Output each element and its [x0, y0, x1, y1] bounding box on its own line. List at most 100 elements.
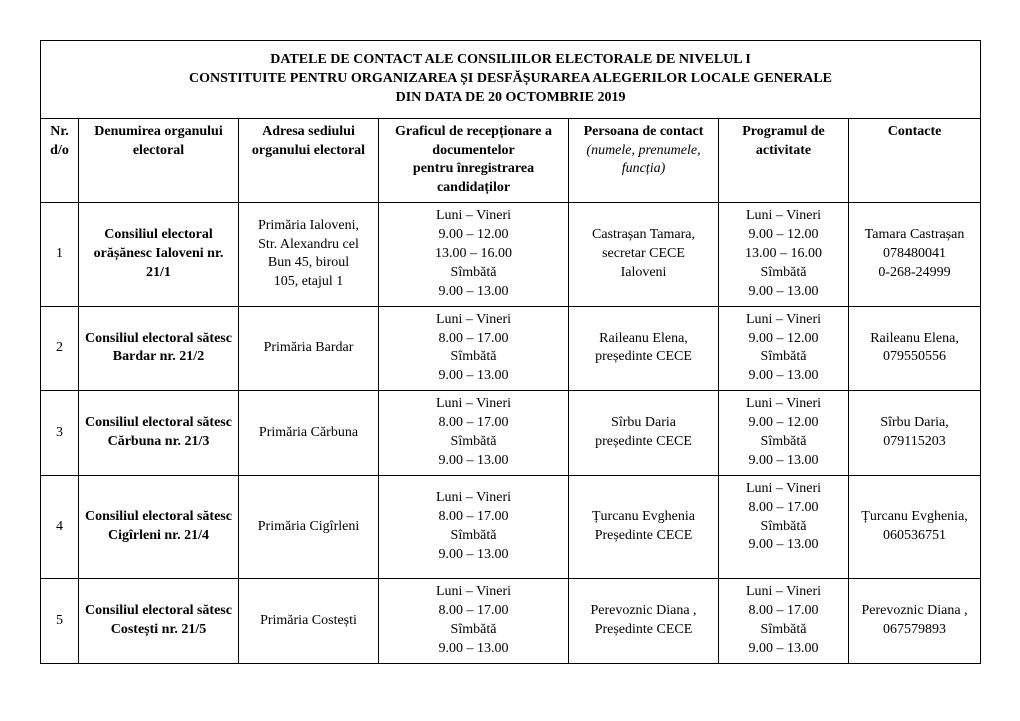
cell-line: 9.00 – 13.00 [725, 283, 842, 302]
cell-line: Președinte CECE [575, 527, 712, 546]
cell-line: Sîmbătă [385, 527, 562, 546]
cell-denumirea: Consiliul electoral sătesc Costești nr. … [79, 579, 239, 664]
cell-adresa: Primăria Bardar [239, 306, 379, 391]
col-persoana-header-l2: (numele, prenumele, funcția) [575, 142, 712, 180]
table-row: 2Consiliul electoral sătesc Bardar nr. 2… [41, 306, 981, 391]
cell-program: Luni – Vineri8.00 – 17.00Sîmbătă9.00 – 1… [719, 579, 849, 664]
cell-line: Luni – Vineri [385, 311, 562, 330]
cell-line: Perevoznic Diana , [575, 602, 712, 621]
cell-adresa: Primăria Ialoveni,Str. Alexandru celBun … [239, 203, 379, 306]
cell-line: 9.00 – 13.00 [385, 367, 562, 386]
cell-contacte: Raileanu Elena,079550556 [849, 306, 981, 391]
cell-line: 8.00 – 17.00 [385, 508, 562, 527]
cell-line: 9.00 – 13.00 [725, 640, 842, 659]
cell-line: 9.00 – 13.00 [725, 367, 842, 386]
cell-denumirea: Consiliul electoral sătesc Cigîrleni nr.… [79, 475, 239, 578]
cell-line: 105, etajul 1 [245, 273, 372, 292]
col-denumirea-header: Denumirea organului electoral [79, 118, 239, 203]
table-row: 1Consiliul electoral orășănesc Ialoveni … [41, 203, 981, 306]
cell-line: Primăria Bardar [245, 339, 372, 358]
cell-line: Luni – Vineri [725, 480, 842, 499]
cell-grafic: Luni – Vineri8.00 – 17.00Sîmbătă9.00 – 1… [379, 306, 569, 391]
col-grafic-header-l1: Graficul de recepționare a documentelor [395, 124, 552, 158]
cell-line: 9.00 – 13.00 [385, 452, 562, 471]
cell-line: Sîmbătă [385, 433, 562, 452]
cell-line: 13.00 – 16.00 [725, 245, 842, 264]
cell-line: Luni – Vineri [385, 583, 562, 602]
cell-line: 9.00 – 13.00 [725, 452, 842, 471]
cell-line: 9.00 – 12.00 [725, 414, 842, 433]
electoral-contact-table: DATELE DE CONTACT ALE CONSILIILOR ELECTO… [40, 40, 981, 664]
cell-line: Raileanu Elena, [855, 330, 974, 349]
col-grafic-header: Graficul de recepționare a documentelor … [379, 118, 569, 203]
cell-line: 9.00 – 13.00 [725, 536, 842, 555]
col-persoana-header-l1: Persoana de contact [584, 124, 704, 139]
cell-line: secretar CECE [575, 245, 712, 264]
cell-nr: 2 [41, 306, 79, 391]
cell-line: Sîmbătă [725, 621, 842, 640]
cell-persoana: Perevoznic Diana ,Președinte CECE [569, 579, 719, 664]
cell-line: Luni – Vineri [725, 583, 842, 602]
cell-line: Sîmbătă [385, 264, 562, 283]
cell-persoana: Sîrbu Dariapreședinte CECE [569, 391, 719, 476]
cell-line [725, 555, 842, 574]
cell-line: Luni – Vineri [385, 489, 562, 508]
cell-line: 8.00 – 17.00 [385, 330, 562, 349]
col-persoana-header: Persoana de contact (numele, prenumele, … [569, 118, 719, 203]
cell-line: 060536751 [855, 527, 974, 546]
cell-line: Sîmbătă [385, 621, 562, 640]
cell-line: 8.00 – 17.00 [385, 602, 562, 621]
cell-line: Sîmbătă [725, 518, 842, 537]
cell-line: 9.00 – 13.00 [385, 283, 562, 302]
cell-line: Luni – Vineri [725, 395, 842, 414]
cell-nr: 4 [41, 475, 79, 578]
cell-grafic: Luni – Vineri8.00 – 17.00Sîmbătă9.00 – 1… [379, 579, 569, 664]
cell-line: Primăria Costești [245, 612, 372, 631]
cell-line: președinte CECE [575, 348, 712, 367]
cell-persoana: Raileanu Elena,președinte CECE [569, 306, 719, 391]
cell-line: 9.00 – 13.00 [385, 546, 562, 565]
cell-nr: 1 [41, 203, 79, 306]
cell-line: Luni – Vineri [385, 207, 562, 226]
cell-line: 9.00 – 12.00 [385, 226, 562, 245]
cell-grafic: Luni – Vineri9.00 – 12.0013.00 – 16.00Sî… [379, 203, 569, 306]
cell-line: 8.00 – 17.00 [725, 602, 842, 621]
cell-line: Primăria Ialoveni, [245, 217, 372, 236]
title-line: DATELE DE CONTACT ALE CONSILIILOR ELECTO… [270, 52, 751, 67]
cell-line: Luni – Vineri [385, 395, 562, 414]
title-line: DIN DATA DE 20 OCTOMBRIE 2019 [396, 90, 626, 105]
cell-line: 8.00 – 17.00 [725, 499, 842, 518]
cell-contacte: Țurcanu Evghenia,060536751 [849, 475, 981, 578]
cell-persoana: Castrașan Tamara,secretar CECEIaloveni [569, 203, 719, 306]
cell-line: 079550556 [855, 348, 974, 367]
cell-line: Sîmbătă [725, 433, 842, 452]
col-contacte-header: Contacte [849, 118, 981, 203]
cell-adresa: Primăria Costești [239, 579, 379, 664]
document-title: DATELE DE CONTACT ALE CONSILIILOR ELECTO… [41, 41, 981, 119]
cell-nr: 3 [41, 391, 79, 476]
cell-line: Tamara Castrașan [855, 226, 974, 245]
cell-line: Luni – Vineri [725, 311, 842, 330]
cell-line: 078480041 [855, 245, 974, 264]
document-page: DATELE DE CONTACT ALE CONSILIILOR ELECTO… [40, 40, 980, 664]
cell-line: Sîmbătă [385, 348, 562, 367]
cell-line: 9.00 – 12.00 [725, 226, 842, 245]
cell-denumirea: Consiliul electoral sătesc Bardar nr. 21… [79, 306, 239, 391]
cell-adresa: Primăria Cigîrleni [239, 475, 379, 578]
cell-line: 9.00 – 13.00 [385, 640, 562, 659]
cell-contacte: Tamara Castrașan0784800410-268-24999 [849, 203, 981, 306]
cell-line: Luni – Vineri [725, 207, 842, 226]
cell-line: Sîrbu Daria, [855, 414, 974, 433]
cell-line: Perevoznic Diana , [855, 602, 974, 621]
title-row: DATELE DE CONTACT ALE CONSILIILOR ELECTO… [41, 41, 981, 119]
cell-grafic: Luni – Vineri8.00 – 17.00Sîmbătă9.00 – 1… [379, 391, 569, 476]
col-program-header: Programul de activitate [719, 118, 849, 203]
cell-grafic: Luni – Vineri8.00 – 17.00Sîmbătă9.00 – 1… [379, 475, 569, 578]
cell-program: Luni – Vineri9.00 – 12.00Sîmbătă9.00 – 1… [719, 306, 849, 391]
cell-line: 079115203 [855, 433, 974, 452]
cell-persoana: Țurcanu EvgheniaPreședinte CECE [569, 475, 719, 578]
cell-line: Castrașan Tamara, [575, 226, 712, 245]
cell-line: Președinte CECE [575, 621, 712, 640]
cell-line: Țurcanu Evghenia, [855, 508, 974, 527]
cell-contacte: Perevoznic Diana ,067579893 [849, 579, 981, 664]
